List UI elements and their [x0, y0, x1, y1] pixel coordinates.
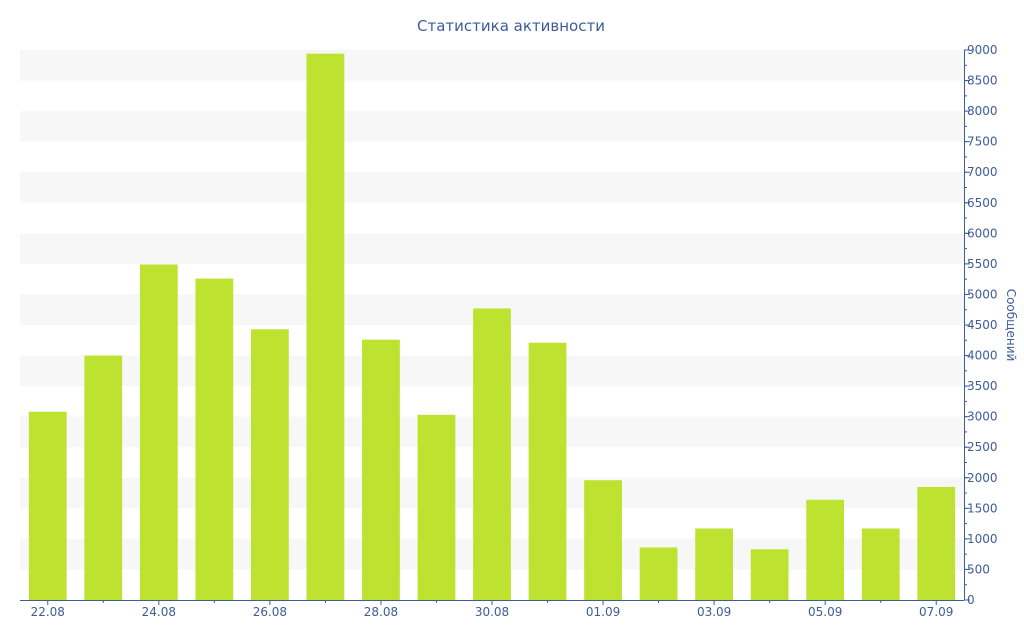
bar-29.08: [417, 414, 456, 600]
bar-05.09: [806, 499, 845, 600]
grid-band: [20, 172, 964, 203]
y-axis-label: Сообщений: [1004, 289, 1018, 362]
bar-03.09: [695, 528, 733, 600]
bar-01.09: [584, 480, 622, 600]
bar-02.09: [639, 547, 678, 600]
bar-31.08: [528, 342, 567, 600]
y-tick-label: 3000: [967, 410, 998, 424]
y-tick-label: 7000: [967, 165, 998, 179]
y-tick-label: 7500: [967, 135, 998, 149]
y-tick-label: 500: [967, 562, 990, 576]
y-tick-label: 5500: [967, 257, 998, 271]
x-tick-label: 24.08: [142, 605, 176, 619]
grid-band: [20, 233, 964, 264]
y-tick-label: 0: [967, 593, 975, 607]
x-tick-label: 30.08: [475, 605, 509, 619]
bar-04.09: [750, 549, 789, 600]
bar-30.08: [473, 308, 511, 600]
bar-22.08: [28, 411, 67, 600]
y-tick-label: 8000: [967, 104, 998, 118]
x-tick-label: 03.09: [697, 605, 731, 619]
y-tick-label: 4500: [967, 318, 998, 332]
bar-26.08: [251, 329, 289, 600]
bar-series: [28, 53, 956, 601]
y-tick-label: 1000: [967, 532, 998, 546]
bar-28.08: [362, 339, 400, 600]
bar-25.08: [195, 278, 234, 600]
x-tick-label: 26.08: [253, 605, 287, 619]
y-tick-label: 5000: [967, 287, 998, 301]
bar-07.09: [917, 486, 956, 600]
x-tick-label: 01.09: [586, 605, 620, 619]
y-tick-label: 6500: [967, 196, 998, 210]
y-tick-label: 9000: [967, 43, 998, 57]
bar-27.08: [306, 53, 345, 601]
x-axis: 22.08 24.08 26.08 28.08 30.08 01.09 03.09 05.09…: [20, 600, 964, 619]
y-tick-label: 8500: [967, 74, 998, 88]
x-tick-label: 07.09: [919, 605, 953, 619]
bar-06.09: [861, 528, 900, 600]
y-tick-label: 2500: [967, 440, 998, 454]
x-tick-label: 05.09: [808, 605, 842, 619]
bar-23.08: [84, 355, 123, 600]
grid-band: [20, 50, 964, 81]
y-tick-label: 2000: [967, 471, 998, 485]
chart-title: Статистика активности: [417, 17, 605, 35]
grid-band: [20, 111, 964, 142]
x-tick-label: 28.08: [364, 605, 398, 619]
y-tick-label: 4000: [967, 349, 998, 363]
x-tick-label: 22.08: [31, 605, 65, 619]
bar-24.08: [139, 264, 178, 600]
y-tick-label: 1500: [967, 501, 998, 515]
y-tick-label: 6000: [967, 226, 998, 240]
y-axis: 0 500 1000 1500 2000 2500 3000 3500 4000 4500 5000…: [964, 43, 998, 607]
y-tick-label: 3500: [967, 379, 998, 393]
